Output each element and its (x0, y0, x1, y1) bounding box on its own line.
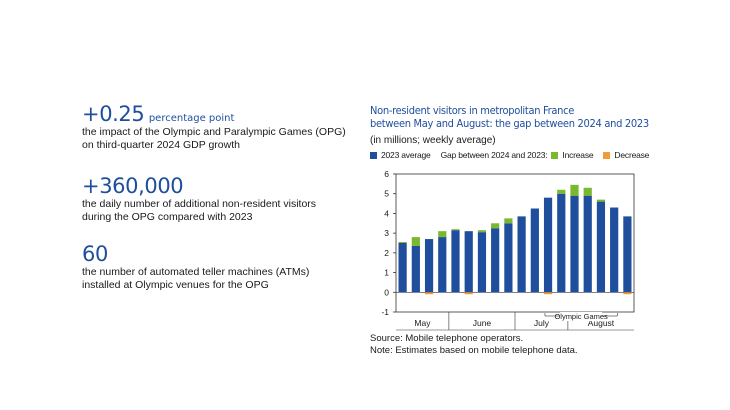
stat-description-line2: installed at Olympic venues for the OPG (82, 278, 269, 291)
bar-increase (504, 218, 513, 224)
bar-2023-average (424, 239, 434, 293)
y-tick-label: 6 (384, 169, 389, 179)
bar-2023-average (610, 207, 619, 293)
bar-2023-average (504, 223, 513, 293)
y-tick-label: 3 (384, 228, 389, 238)
bar-2023-average (557, 193, 566, 293)
bar-2023-average (583, 195, 592, 293)
chart-title: Non-resident visitors in metropolitan Fr… (370, 104, 649, 130)
bar-increase (477, 230, 487, 233)
chart-subtitle: (in millions; weekly average) (370, 135, 496, 146)
stat-olympic-gdp-impact: +0.25 percentage point the impact of the… (82, 103, 346, 151)
stat-value: 60 (82, 242, 108, 266)
chart-title-line1: Non-resident visitors in metropolitan Fr… (370, 104, 575, 117)
y-tick-label: 0 (384, 287, 389, 297)
stat-description-line1: the number of automated teller machines … (82, 266, 310, 278)
legend-item-increase: Increase (551, 150, 594, 160)
bar-2023-average (477, 232, 487, 293)
legend-item-decrease: Decrease (603, 150, 649, 160)
bar-2023-average (570, 195, 579, 293)
y-tick-label: 1 (384, 268, 389, 278)
stat-description-line2: on third-quarter 2024 GDP growth (82, 138, 240, 151)
bar-increase (411, 237, 420, 246)
stat-description-line1: the daily number of additional non-resid… (82, 198, 317, 210)
month-label: June (473, 318, 492, 328)
bar-increase (570, 184, 579, 196)
legend-swatch-increase (551, 151, 559, 159)
chart-note: Note: Estimates based on mobile telephon… (370, 345, 578, 356)
legend-item-base: 2023 average (370, 150, 431, 160)
stat-description-line2: during the OPG compared with 2023 (82, 210, 253, 223)
bar-increase (438, 231, 447, 238)
legend-swatch-base (370, 151, 377, 159)
y-tick-label: 5 (384, 189, 389, 199)
bar-2023-average (438, 237, 447, 293)
bar-2023-average (530, 208, 539, 293)
stat-value: +0.25 (82, 102, 145, 126)
y-tick-label: 2 (384, 248, 389, 258)
stat-unit: percentage point (148, 113, 235, 124)
bar-increase (596, 199, 606, 202)
bar-decrease (424, 292, 434, 295)
bar-increase (451, 229, 460, 231)
chart-legend: 2023 average Gap between 2024 and 2023: … (370, 150, 659, 160)
olympic-label-bg (560, 312, 603, 321)
olympic-games-label: Olympic Games (554, 312, 608, 321)
bar-decrease (623, 292, 632, 295)
bar-2023-average (596, 201, 606, 293)
bar-decrease (464, 292, 473, 295)
bar-increase (491, 223, 500, 229)
bar-increase (557, 189, 566, 194)
chart-source: Source: Mobile telephone operators. (370, 333, 524, 344)
month-label: July (534, 318, 550, 328)
stat-description-line1: the impact of the Olympic and Paralympic… (82, 126, 346, 138)
bar-2023-average (398, 243, 407, 293)
bar-2023-average (543, 197, 553, 293)
bar-2023-average (451, 230, 460, 293)
stat-additional-visitors: +360,000 the daily number of additional … (82, 175, 316, 223)
bar-2023-average (517, 216, 526, 293)
bar-2023-average (464, 231, 473, 293)
stat-value: +360,000 (82, 174, 184, 198)
y-tick-label: 4 (384, 208, 389, 218)
month-label: May (414, 318, 431, 328)
bar-increase (398, 242, 407, 243)
chart-title-line2: between May and August: the gap between … (370, 117, 649, 130)
month-label: August (588, 318, 615, 328)
legend-swatch-decrease (603, 151, 611, 159)
legend-label-decrease: Decrease (614, 150, 650, 160)
legend-label-base: 2023 average (381, 150, 431, 160)
bar-decrease (543, 292, 553, 295)
bar-2023-average (411, 245, 420, 293)
legend-label-increase: Increase (562, 150, 594, 160)
bar-2023-average (491, 228, 500, 293)
bar-2023-average (623, 216, 632, 293)
legend-gap-label: Gap between 2024 and 2023: (440, 150, 548, 160)
bar-increase (583, 187, 592, 196)
y-tick-label: -1 (381, 307, 389, 317)
stat-atm-count: 60 the number of automated teller machin… (82, 243, 309, 291)
